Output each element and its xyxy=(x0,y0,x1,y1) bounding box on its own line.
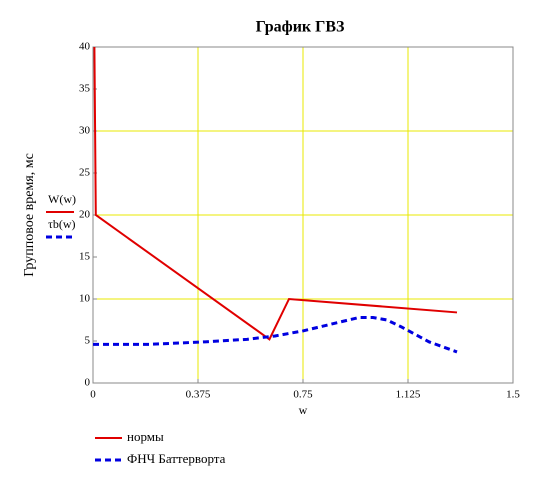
data-line xyxy=(93,46,458,341)
y-tick-label: 25 xyxy=(79,167,91,179)
y-tick-label: 5 xyxy=(85,335,91,347)
y-tick-label: 30 xyxy=(79,125,91,137)
x-axis-label: w xyxy=(299,403,308,417)
x-tick-label: 1.125 xyxy=(396,389,421,401)
y-tick-label: 20 xyxy=(79,209,91,221)
legend-label: ФНЧ Баттерворта xyxy=(127,451,226,466)
y-axis-label: Групповое время, мс xyxy=(22,153,37,277)
trace-label: W(w) xyxy=(48,192,76,206)
trace-label: τb(w) xyxy=(48,217,75,231)
y-tick-label: 15 xyxy=(79,251,91,263)
x-tick-label: 0.375 xyxy=(186,389,211,401)
data-line xyxy=(93,315,458,354)
y-tick-label: 10 xyxy=(79,293,91,305)
legend-label: нормы xyxy=(127,429,164,444)
chart-title: График ГВЗ xyxy=(256,19,345,36)
y-tick-label: 0 xyxy=(85,377,91,389)
y-tick-label: 40 xyxy=(79,41,91,53)
x-tick-label: 0.75 xyxy=(293,389,313,401)
x-tick-label: 1.5 xyxy=(506,389,520,401)
y-tick-label: 35 xyxy=(79,83,91,95)
x-tick-label: 0 xyxy=(90,389,96,401)
